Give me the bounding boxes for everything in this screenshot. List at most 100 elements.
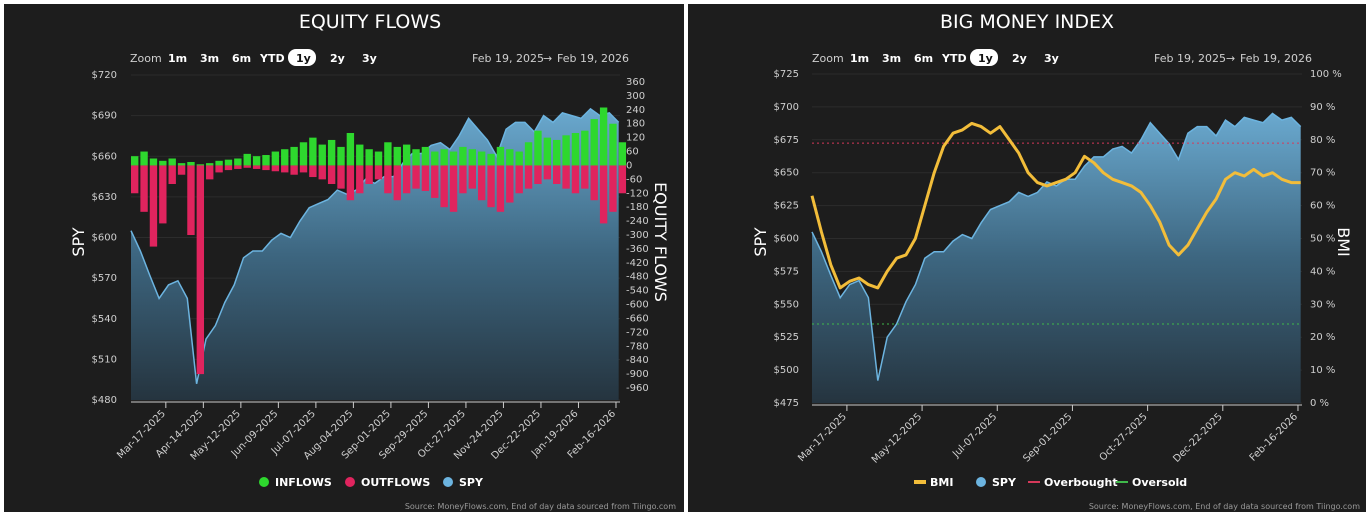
inflow-bar: [271, 151, 280, 166]
zoom-button-label: 1y: [978, 52, 993, 65]
outflow-bar: [562, 165, 570, 189]
outflow-bar: [327, 165, 336, 184]
chart-title: BIG MONEY INDEX: [940, 11, 1114, 33]
zoom-button-label: 3y: [362, 52, 377, 65]
inflow-bar: [327, 139, 336, 166]
outflow-bar: [337, 165, 345, 189]
zoom-button-1y[interactable]: 1y: [288, 49, 316, 66]
zoom-button-label: 1m: [168, 52, 187, 65]
inflow-bar: [206, 163, 214, 166]
y-left-tick-label: $480: [92, 395, 117, 406]
outflow-bar: [590, 165, 598, 201]
inflow-bar: [506, 149, 514, 166]
inflow-bar: [393, 146, 401, 166]
outflow-bar: [496, 165, 505, 212]
y-left-tick-label: $525: [774, 332, 799, 343]
date-from[interactable]: Feb 19, 2025: [1154, 52, 1226, 65]
y-right-tick-label: 20 %: [1310, 332, 1335, 343]
inflow-bar: [262, 155, 270, 166]
inflow-bar: [618, 142, 627, 166]
inflow-bar: [243, 153, 251, 166]
zoom-button-ytd[interactable]: YTD: [259, 52, 285, 65]
legend-label: INFLOWS: [275, 476, 332, 489]
outflow-bar: [468, 165, 476, 189]
y-left-tick-label: $540: [92, 314, 117, 325]
y-right-tick-label: 60 %: [1310, 201, 1335, 212]
spy-line: [811, 112, 1302, 381]
inflow-bar: [318, 144, 326, 166]
legend-item-bmi[interactable]: BMI: [914, 476, 953, 489]
date-to[interactable]: Feb 19, 2026: [557, 52, 629, 65]
selected-highlight: [288, 49, 316, 66]
inflow-bar: [609, 123, 617, 166]
y-right-tick-label: -960: [626, 383, 649, 394]
zoom-button-1m[interactable]: 1m: [168, 52, 187, 65]
outflow-bar: [187, 165, 195, 235]
inflow-bar: [402, 144, 411, 166]
outflow-bar: [309, 165, 317, 178]
y-left-tick-label: $700: [774, 102, 799, 113]
legend-item-oversold[interactable]: Oversold: [1116, 476, 1187, 489]
zoom-button-label: 6m: [914, 52, 933, 65]
inflow-bar: [290, 146, 298, 166]
outflow-bar: [459, 165, 467, 194]
y-left-tick-label: $600: [774, 234, 799, 245]
outflow-bar: [177, 165, 186, 175]
date-arrow: →: [1226, 52, 1235, 65]
inflow-bar: [374, 151, 383, 166]
inflow-bar: [337, 146, 345, 166]
outflow-bar: [365, 165, 373, 184]
outflow-bar: [271, 165, 280, 172]
y-left-tick-label: $600: [92, 233, 117, 244]
zoom-button-6m[interactable]: 6m: [914, 52, 933, 65]
inflow-bar: [149, 158, 158, 166]
y-right-tick-label: -840: [626, 355, 649, 366]
y-right-tick-label: -120: [626, 188, 649, 199]
outflow-bar: [281, 165, 289, 173]
legend-item-inflows[interactable]: INFLOWS: [259, 476, 332, 489]
zoom-button-2y[interactable]: 2y: [1012, 52, 1027, 65]
outflow-bar: [159, 165, 167, 224]
zoom-button-3y[interactable]: 3y: [1044, 52, 1059, 65]
zoom-label: Zoom: [812, 52, 844, 65]
zoom-button-6m[interactable]: 6m: [232, 52, 251, 65]
outflow-bar: [506, 165, 514, 203]
legend-item-overbought[interactable]: Overbought: [1028, 476, 1118, 489]
inflow-bar: [309, 137, 317, 166]
y-left-tick-label: $475: [774, 398, 799, 409]
zoom-button-label: YTD: [941, 52, 967, 65]
zoom-label: Zoom: [130, 52, 162, 65]
y-right-tick-label: -300: [626, 230, 649, 241]
legend-item-spy[interactable]: SPY: [976, 476, 1017, 489]
inflow-bar: [543, 137, 552, 166]
inflow-bar: [159, 160, 167, 166]
inflow-bar: [196, 164, 205, 166]
y-left-tick-label: $630: [92, 192, 117, 203]
zoom-button-1y[interactable]: 1y: [970, 49, 998, 66]
outflow-bar: [487, 165, 495, 208]
y-right-tick-label: 50 %: [1310, 234, 1335, 245]
inflow-bar: [459, 146, 467, 166]
legend-line-icon: [1028, 481, 1040, 483]
legend-dot-icon: [976, 477, 986, 487]
zoom-button-3y[interactable]: 3y: [362, 52, 377, 65]
chart-title: EQUITY FLOWS: [299, 11, 441, 33]
right-axis-title: EQUITY FLOWS: [651, 182, 670, 302]
zoom-button-label: 1m: [850, 52, 869, 65]
zoom-button-3m[interactable]: 3m: [882, 52, 901, 65]
date-from[interactable]: Feb 19, 2025: [472, 52, 544, 65]
zoom-button-ytd[interactable]: YTD: [941, 52, 967, 65]
legend-item-outflows[interactable]: OUTFLOWS: [345, 476, 430, 489]
outflow-bar: [131, 165, 139, 194]
zoom-button-label: 6m: [232, 52, 251, 65]
y-right-tick-label: 240: [626, 105, 645, 116]
date-to[interactable]: Feb 19, 2026: [1240, 52, 1312, 65]
spy-line: [130, 107, 620, 384]
zoom-button-2y[interactable]: 2y: [330, 52, 345, 65]
outflow-bar: [402, 165, 411, 194]
y-left-tick-label: $550: [774, 299, 799, 310]
zoom-button-1m[interactable]: 1m: [850, 52, 869, 65]
y-right-tick-label: -60: [626, 174, 642, 185]
legend-item-spy[interactable]: SPY: [443, 476, 484, 489]
zoom-button-3m[interactable]: 3m: [200, 52, 219, 65]
